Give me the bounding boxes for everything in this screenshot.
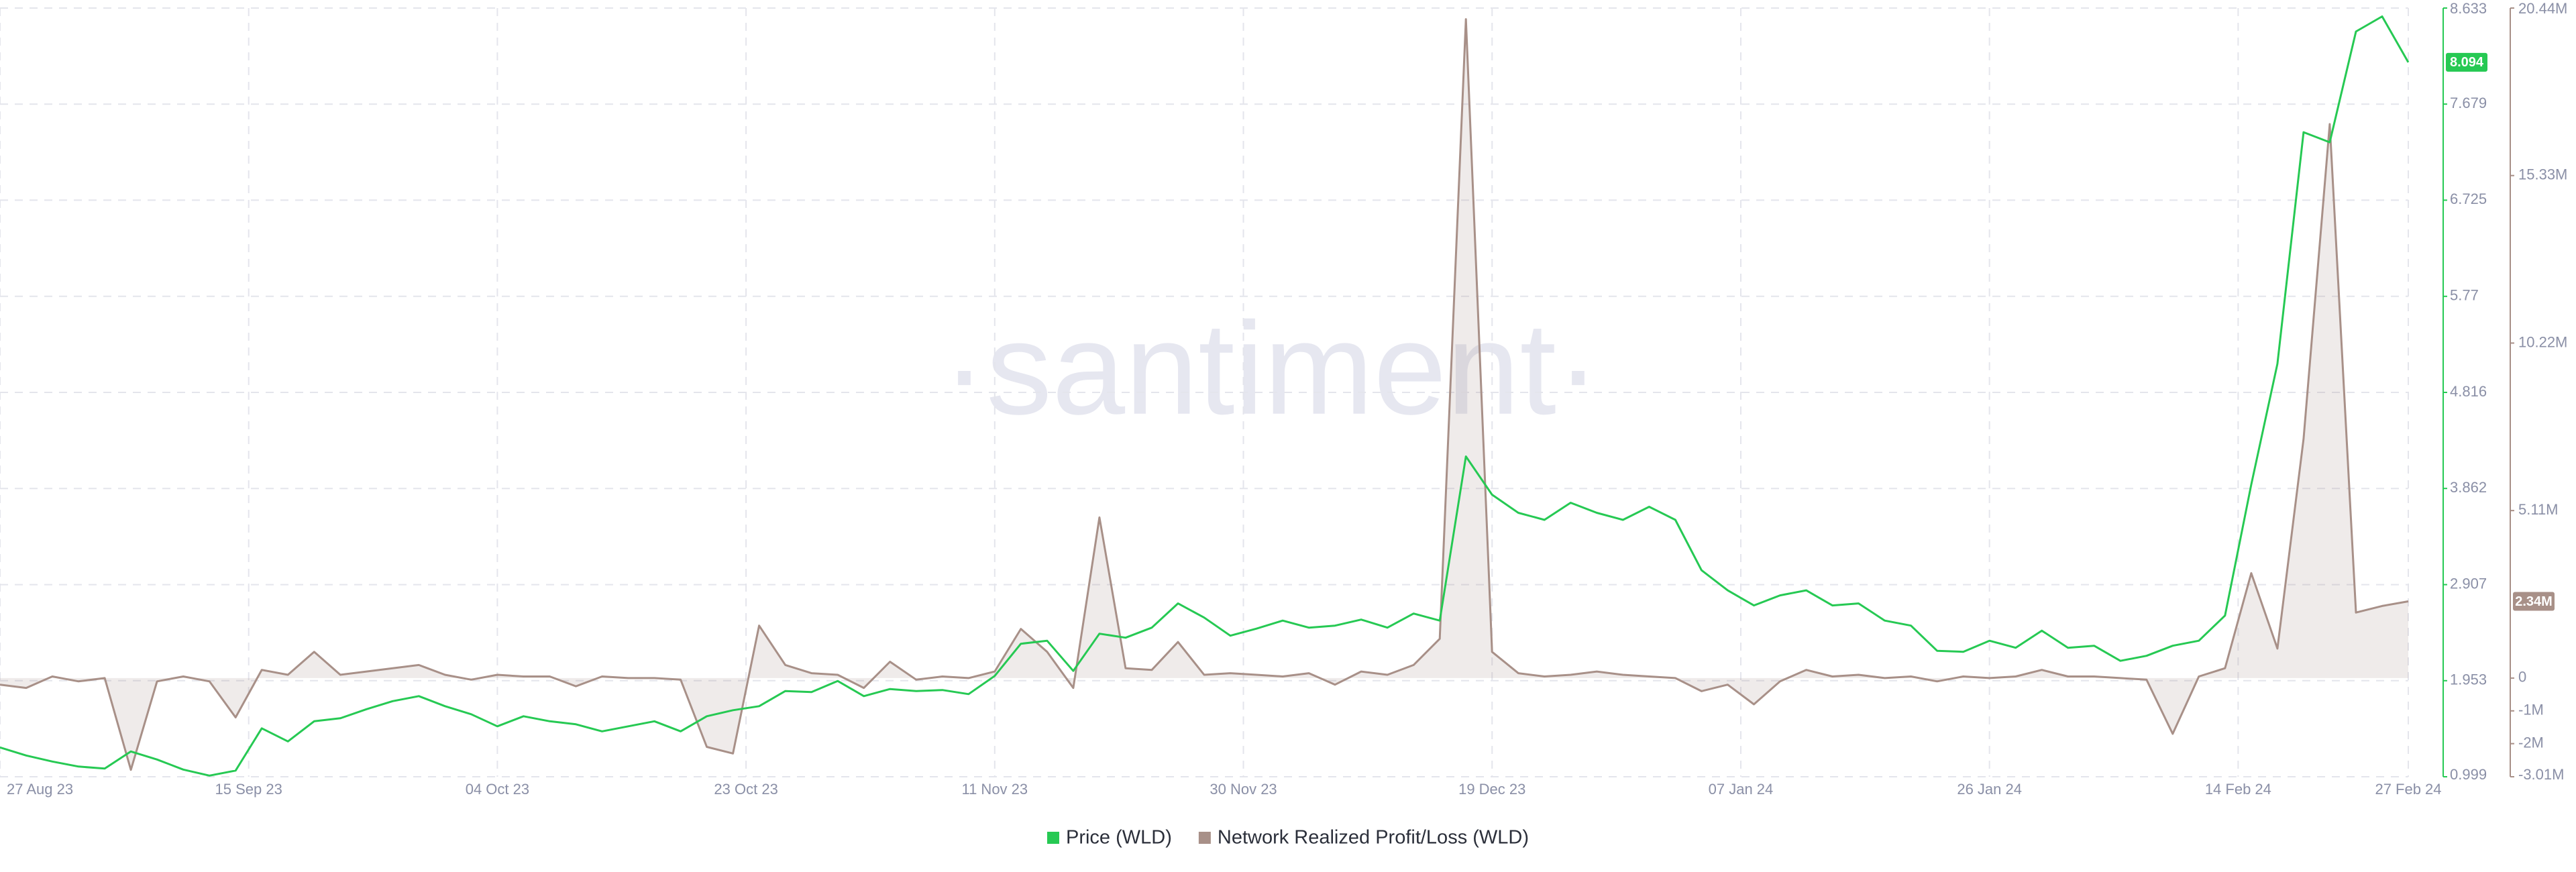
value-badge (2513, 592, 2555, 611)
x-tick-label: 04 Oct 23 (466, 781, 529, 798)
y-tick-label: 8.633 (2450, 0, 2487, 17)
legend: Price (WLD) Network Realized Profit/Loss … (1046, 827, 1529, 849)
watermark: ·santiment· (943, 295, 1600, 442)
value-label: 2.34M (2515, 594, 2553, 609)
y-tick-label: 1.953 (2450, 671, 2487, 688)
x-tick-label: 26 Jan 24 (1957, 781, 2022, 798)
area (0, 19, 2408, 770)
legend-item: Price (WLD) (1046, 827, 1172, 849)
line (0, 18, 2409, 771)
legend-label: Network Realized Profit/Loss (WLD) (1218, 827, 1529, 849)
y-tick-label: 6.725 (2450, 190, 2487, 207)
x-tick-label: 07 Jan 24 (1709, 781, 1774, 798)
x-tick-label: 30 Nov 23 (1210, 781, 1277, 798)
y-tick-label: 7.679 (2450, 95, 2487, 111)
y2-tick-label: -1M (2518, 702, 2544, 718)
value-label: 8.094 (2450, 55, 2484, 70)
y2-tick-label: 0 (2518, 669, 2526, 686)
x-tick-label: 14 Feb 24 (2205, 781, 2271, 798)
y2-tick-label: -2M (2518, 734, 2544, 751)
x-tick-label: 15 Sep 23 (215, 781, 282, 798)
y2-tick-label: 15.33M (2518, 166, 2567, 183)
y-tick-label: 5.77 (2450, 287, 2479, 304)
legend-item: Network Realized Profit/Loss (WLD) (1198, 827, 1529, 849)
x-tick-label: 27 Aug 23 (7, 781, 73, 798)
y-tick-label: 4.816 (2450, 383, 2487, 400)
y2-tick-label: 5.11M (2518, 501, 2559, 518)
legend-swatch (1198, 832, 1211, 844)
x-tick-label: 23 Oct 23 (714, 781, 777, 798)
x-tick-label: 19 Dec 23 (1458, 781, 1525, 798)
x-tick-label: 27 Feb 24 (2375, 781, 2441, 798)
y-tick-label: 0.999 (2450, 766, 2487, 783)
y-tick-label: 2.907 (2450, 575, 2487, 592)
line (0, 15, 2410, 777)
legend-label: Price (WLD) (1066, 827, 1172, 849)
y-tick-label: 3.862 (2450, 479, 2487, 496)
y2-tick-label: -3.01M (2518, 766, 2564, 783)
legend-swatch (1046, 832, 1059, 844)
value-badge (2446, 52, 2487, 72)
y2-tick-label: 10.22M (2518, 333, 2567, 350)
y2-tick-label: 20.44M (2518, 0, 2567, 17)
x-tick-label: 11 Nov 23 (961, 781, 1028, 798)
